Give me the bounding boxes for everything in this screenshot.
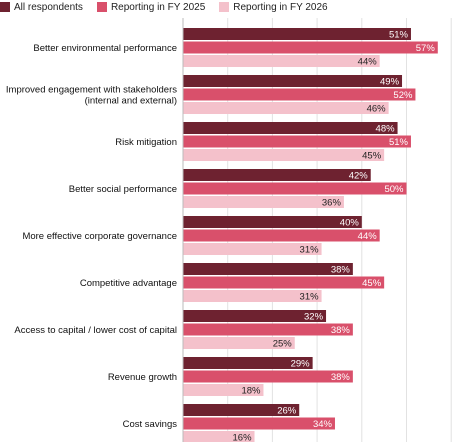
data-label: 31%: [300, 292, 320, 303]
bar-all: [183, 216, 362, 228]
bar-fy2026: [183, 337, 295, 349]
bar-fy2025: [183, 276, 385, 289]
bar-all: [183, 310, 327, 322]
bar-fy2025: [183, 41, 438, 54]
bar-fy2026: [183, 149, 385, 161]
legend-item-fy2025: Reporting in FY 2025: [96, 1, 206, 13]
category-label: More effective corporate governance: [22, 231, 177, 242]
bar-fy2026: [183, 55, 380, 67]
category-label: Competitive advantage: [80, 278, 177, 289]
category-label: Better environmental performance: [33, 43, 177, 54]
bar-fy2026: [183, 384, 264, 396]
data-label: 38%: [331, 325, 351, 336]
bar-all: [183, 28, 411, 40]
bar-fy2025: [183, 229, 380, 242]
data-label: 38%: [331, 265, 351, 276]
category-label: Improved engagement with stakeholders (in…: [6, 85, 177, 107]
data-label: 38%: [331, 372, 351, 383]
data-label: 32%: [304, 312, 324, 323]
category-label: Cost savings: [123, 419, 178, 430]
data-label: 48%: [376, 124, 396, 135]
legend-item-fy2026: Reporting in FY 2026: [219, 1, 328, 13]
data-label: 52%: [393, 90, 413, 101]
data-label: 18%: [241, 386, 261, 397]
bar-fy2026: [183, 431, 255, 442]
data-label: 31%: [300, 245, 320, 256]
category-label: Risk mitigation: [115, 137, 177, 148]
bar-fy2026: [183, 102, 389, 114]
bar-fy2026: [183, 196, 344, 208]
legend-label-fy2026: Reporting in FY 2026: [233, 1, 328, 13]
legend-swatch-all: [0, 2, 10, 12]
bar-all: [183, 122, 398, 134]
data-label: 26%: [277, 406, 297, 417]
bar-fy2025: [183, 323, 353, 336]
bar-fy2025: [183, 370, 353, 383]
category-label: Better social performance: [69, 184, 177, 195]
data-label: 34%: [313, 419, 333, 430]
bar-fy2025: [183, 88, 416, 101]
bar-all: [183, 169, 371, 181]
bar-fy2026: [183, 290, 322, 302]
data-label: 57%: [416, 43, 436, 54]
data-label: 45%: [362, 278, 382, 289]
data-label: 51%: [389, 137, 409, 148]
data-label: 36%: [322, 198, 342, 209]
category-label: Access to capital / lower cost of capita…: [14, 325, 177, 336]
bar-fy2025: [183, 135, 411, 148]
bar-fy2025: [183, 182, 407, 195]
legend-swatch-fy2025: [96, 2, 107, 12]
data-label: 42%: [349, 171, 369, 182]
legend-label-fy2025: Reporting in FY 2025: [110, 1, 206, 13]
data-label: 44%: [358, 231, 378, 242]
legend-swatch-fy2026: [219, 2, 230, 12]
data-label: 51%: [389, 30, 409, 41]
bar-fy2025: [183, 417, 335, 430]
data-label: 29%: [291, 359, 311, 370]
bar-fy2026: [183, 243, 322, 255]
legend-label-all: All respondents: [14, 1, 83, 13]
bar-all: [183, 263, 353, 275]
data-label: 50%: [384, 184, 404, 195]
data-label: 25%: [273, 339, 293, 350]
legend-item-all: All respondents: [0, 2, 83, 13]
data-label: 40%: [340, 218, 360, 229]
data-label: 45%: [362, 151, 382, 162]
category-label: Revenue growth: [108, 372, 177, 383]
data-label: 44%: [358, 57, 378, 68]
bar-all: [183, 75, 403, 87]
data-label: 49%: [380, 77, 400, 88]
chart-legend: All respondents Reporting in FY 2025 Rep…: [0, 0, 342, 14]
bar-all: [183, 404, 300, 416]
bar-all: [183, 357, 313, 369]
data-label: 46%: [367, 104, 387, 115]
data-label: 16%: [233, 433, 253, 442]
